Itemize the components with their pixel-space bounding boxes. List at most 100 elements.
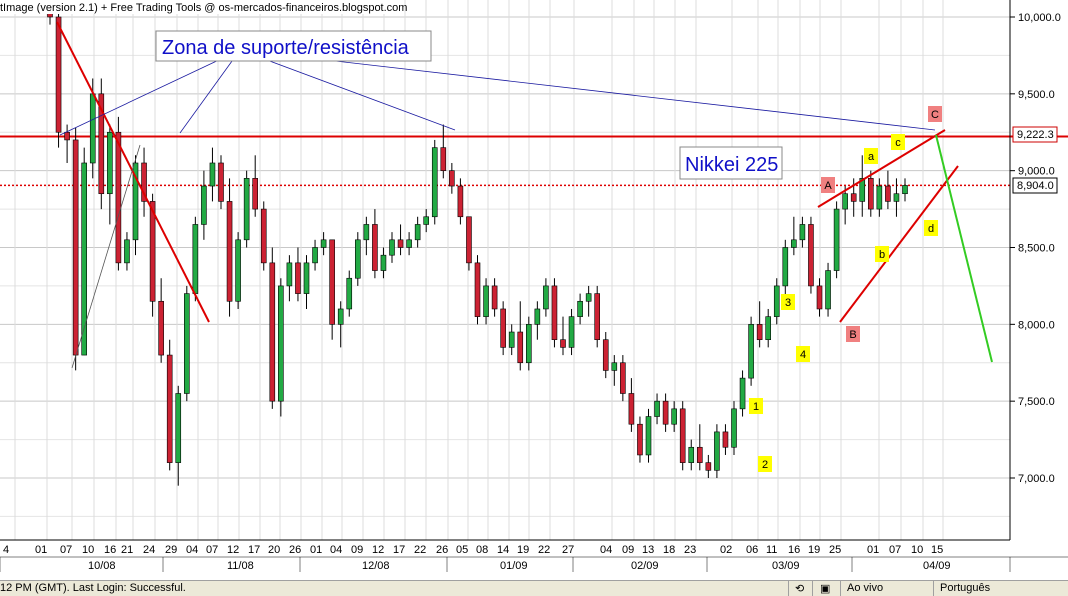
candle-up	[842, 193, 848, 210]
x-tick-label: 23	[684, 544, 696, 556]
candle-down	[850, 193, 857, 202]
candle-up	[431, 147, 438, 218]
candle-up	[748, 324, 754, 379]
x-tick-label: 05	[456, 544, 468, 556]
annotation-zona-text: Zona de suporte/resistência	[162, 37, 410, 59]
candle-up	[132, 162, 139, 241]
candle-down	[756, 324, 763, 341]
candle-up	[201, 185, 207, 225]
pointer-line-2	[179, 49, 241, 134]
candle-down	[252, 178, 258, 210]
x-month-label: 02/09	[631, 560, 659, 572]
resistance-price-tag: 9,222.3	[1012, 126, 1058, 143]
x-month-label: 03/09	[772, 560, 800, 572]
candle-up	[107, 131, 113, 195]
candle-up	[346, 277, 353, 310]
candle-up	[833, 208, 840, 271]
candle-up	[782, 247, 789, 287]
status-online-text: Ao vivo	[847, 582, 884, 594]
x-month-label: 12/08	[362, 560, 390, 572]
candle-up	[184, 293, 190, 394]
chart-title: Nikkei 225	[685, 154, 778, 176]
x-tick-label: 07	[60, 544, 72, 556]
candle-down	[602, 339, 609, 371]
candle-up	[380, 254, 387, 271]
x-tick-label: 15	[931, 544, 943, 556]
candles-group	[47, 0, 908, 486]
candle-down	[867, 178, 874, 210]
y-tick-label: 10,000.0	[1018, 12, 1061, 24]
downtrend-line	[56, 21, 210, 323]
last-price-label: 8,904.0	[1017, 180, 1054, 192]
candle-up	[235, 239, 241, 302]
candle-up	[739, 377, 746, 410]
candle-up	[671, 408, 677, 425]
window-title: tImage (version 2.1) + Free Trading Tool…	[0, 2, 407, 14]
x-tick-label: 07	[889, 544, 901, 556]
candle-up	[765, 316, 772, 340]
candle-up	[192, 224, 199, 294]
candle-down	[55, 16, 62, 133]
candle-up	[406, 239, 412, 248]
y-tick-label: 7,500.0	[1018, 396, 1055, 408]
candle-down	[705, 462, 712, 471]
wave-label-d: d	[928, 223, 934, 235]
wave-label-a: a	[868, 151, 875, 163]
y-axis: 10,000.0 9,500.0 9,000.0 8,500.0 8,000.0 7,50…	[1010, 12, 1061, 485]
candle-down	[226, 201, 233, 302]
candle-up	[337, 308, 344, 325]
candle-down	[517, 331, 524, 364]
candle-down	[551, 285, 558, 340]
wave-label-n2: 2	[762, 459, 768, 471]
wave-label-box-n4	[796, 346, 810, 362]
x-tick-label: 12	[227, 544, 239, 556]
x-tick-label: 25	[829, 544, 841, 556]
last-price-tag: 8,904.0	[1012, 177, 1058, 194]
wave-label-n1: 1	[753, 401, 759, 413]
x-tick-label: 29	[165, 544, 177, 556]
x-tick-label: 04	[330, 544, 342, 556]
x-month-label: 01/09	[500, 560, 528, 572]
x-tick-label: 04	[186, 544, 198, 556]
x-tick-label: 19	[517, 544, 529, 556]
x-tick-label: 21	[121, 544, 133, 556]
y-tick-label: 9,000.0	[1018, 166, 1055, 178]
status-language-text: Português	[940, 582, 991, 594]
wave-label-box-A	[821, 177, 835, 193]
candle-down	[457, 185, 464, 218]
x-tick-label: 04	[600, 544, 612, 556]
candle-up	[902, 185, 908, 195]
candle-down	[149, 201, 156, 302]
candle-up	[389, 239, 395, 256]
x-tick-label: 11	[766, 544, 777, 556]
candle-up	[859, 178, 866, 202]
y-tick-label: 8,500.0	[1018, 243, 1055, 255]
wave-labels: A B Ca b c d 1 2 3 4	[749, 106, 942, 472]
candle-down	[722, 431, 729, 448]
x-tick-label: 24	[143, 544, 155, 556]
y-tick-label: 8,000.0	[1018, 319, 1055, 331]
candle-up	[568, 316, 575, 348]
pointer-line-3	[239, 49, 456, 131]
x-tick-label: 26	[289, 544, 301, 556]
candle-up	[825, 270, 831, 310]
candle-up	[799, 224, 806, 241]
wave-label-A: A	[824, 180, 832, 192]
candle-down	[679, 408, 686, 463]
x-tick-label: 20	[268, 544, 280, 556]
resistance-price-label: 9,222.3	[1017, 129, 1054, 141]
candle-down	[115, 131, 122, 264]
candle-down	[620, 362, 626, 394]
x-tick-label: 09	[351, 544, 363, 556]
candle-up	[893, 193, 900, 202]
candle-up	[731, 408, 737, 448]
candle-up	[585, 293, 592, 302]
pointer-line-1	[59, 49, 241, 136]
x-tick-label: 22	[414, 544, 426, 556]
pointer-line-4	[239, 49, 936, 131]
y-tick-label: 7,000.0	[1018, 473, 1055, 485]
lock-icon: ▣	[820, 583, 831, 595]
x-tick-label: 10	[82, 544, 94, 556]
candle-down	[500, 308, 506, 348]
candle-down	[696, 446, 703, 463]
